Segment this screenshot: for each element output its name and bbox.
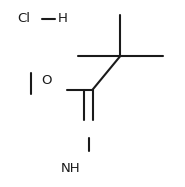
Text: O: O: [41, 74, 51, 87]
Text: H: H: [58, 12, 68, 25]
Text: Cl: Cl: [18, 12, 31, 25]
Text: NH: NH: [60, 162, 80, 175]
